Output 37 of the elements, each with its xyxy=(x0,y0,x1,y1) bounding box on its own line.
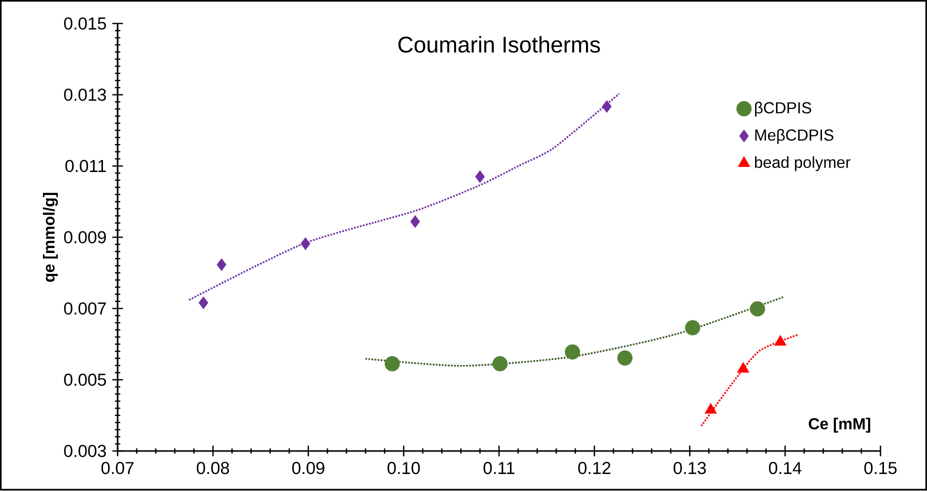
chart-title: Coumarin Isotherms xyxy=(398,36,600,53)
point xyxy=(475,170,485,184)
y-axis-title: qe [mmol/g] xyxy=(42,193,58,282)
x-tick-label: 0.07 xyxy=(101,462,134,474)
point xyxy=(685,320,700,336)
x-tick-label: 0.10 xyxy=(388,462,420,474)
line-series xyxy=(364,296,786,367)
point xyxy=(410,216,420,228)
legend-label: βCDPIS xyxy=(755,102,812,117)
x-tick-label: 0.15 xyxy=(864,462,897,474)
x-tick-label: 0.13 xyxy=(674,462,706,474)
point xyxy=(300,238,310,250)
line-series xyxy=(700,334,798,428)
point xyxy=(384,356,400,372)
x-tick-label: 0.09 xyxy=(292,462,324,474)
y-tick-label: 0.013 xyxy=(64,88,106,102)
y-tick-label: 0.005 xyxy=(64,374,106,386)
x-tick-label: 0.11 xyxy=(484,462,514,474)
x-axis-title: Ce [mM] xyxy=(808,418,870,433)
legend-label: bead polymer xyxy=(755,156,850,172)
line-series xyxy=(188,93,620,302)
x-tick-label: 0.12 xyxy=(578,462,610,474)
y-tick-label: 0.015 xyxy=(64,18,106,30)
point xyxy=(617,350,632,366)
point xyxy=(492,356,508,372)
x-tick-label: 0.08 xyxy=(196,462,230,474)
legend-label: MeβCDPIS xyxy=(755,129,834,144)
y-tick-label: 0.009 xyxy=(64,231,106,244)
y-tick-label: 0.007 xyxy=(64,302,106,315)
point xyxy=(564,344,580,360)
y-tick-label: 0.003 xyxy=(64,445,106,458)
x-tick-label: 0.14 xyxy=(768,462,802,474)
point xyxy=(750,302,766,317)
point xyxy=(216,258,226,272)
point xyxy=(198,296,208,310)
point xyxy=(602,100,612,113)
y-tick-label: 0.011 xyxy=(65,160,106,172)
